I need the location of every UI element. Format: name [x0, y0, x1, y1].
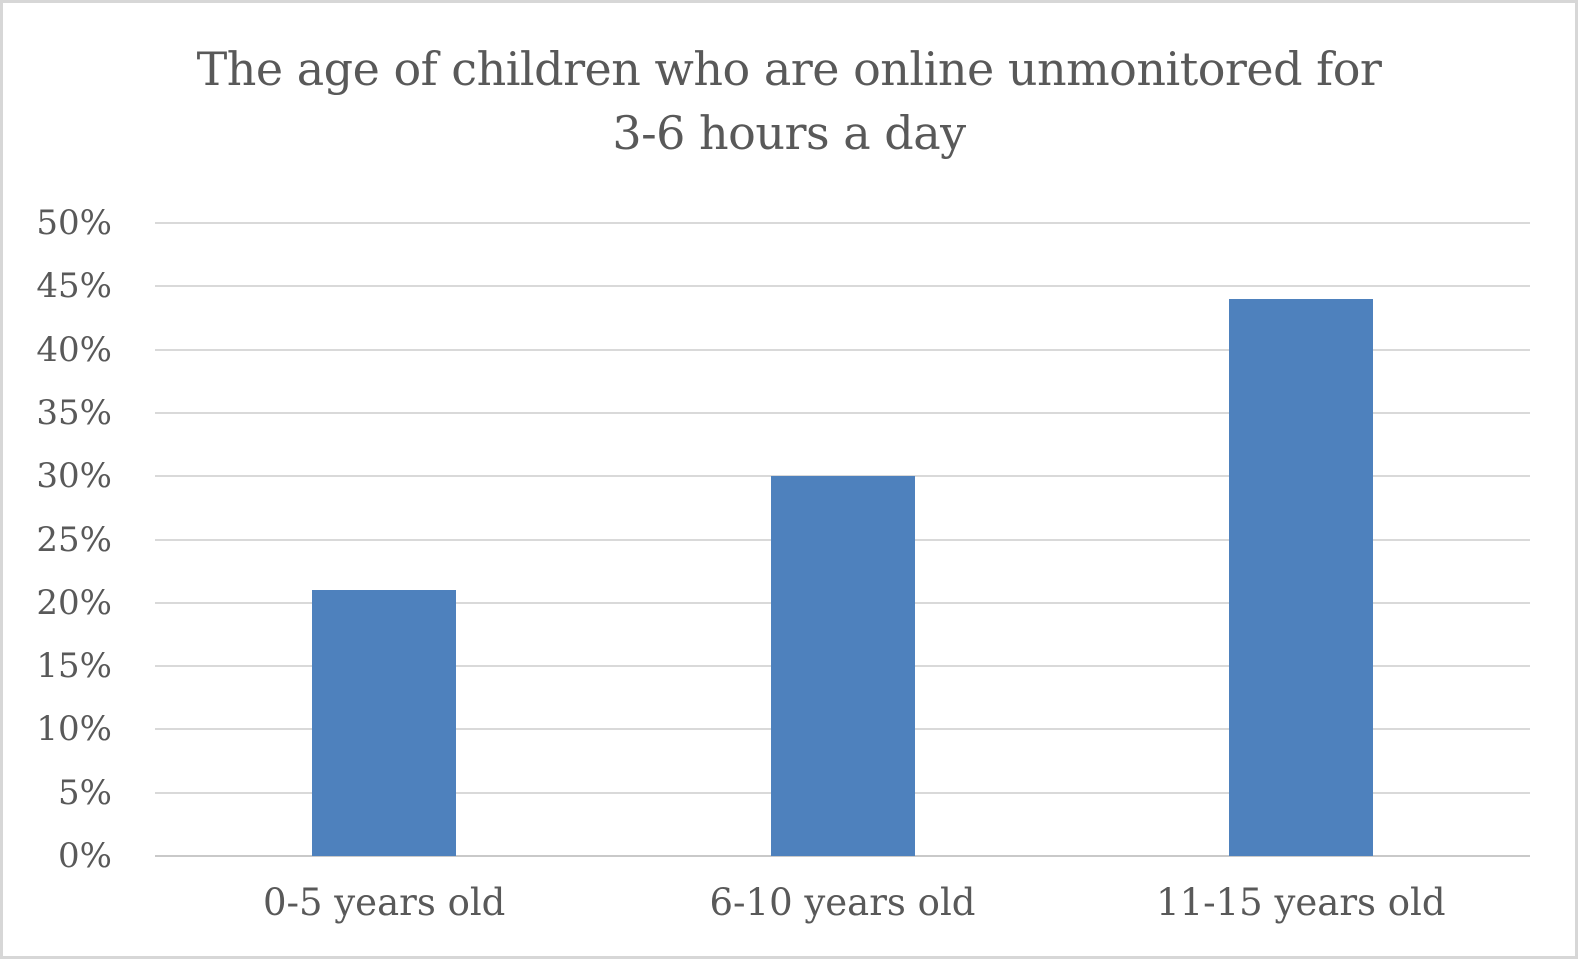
- gridline-40: [155, 348, 1530, 351]
- y-tick-label-45: 45%: [36, 266, 112, 307]
- x-tick-label-0-5-years-old: 0-5 years old: [262, 881, 506, 924]
- y-tick-label-10: 10%: [36, 709, 112, 750]
- y-tick-label-40: 40%: [36, 329, 112, 370]
- chart-title-line-2: 3-6 hours a day: [612, 106, 966, 160]
- y-tick-label-25: 25%: [36, 519, 112, 560]
- y-tick-label-20: 20%: [36, 582, 112, 623]
- y-tick-label-30: 30%: [36, 456, 112, 497]
- x-tick-label-11-15-years-old: 11-15 years old: [1156, 881, 1446, 924]
- x-axis-line: [155, 855, 1530, 857]
- bar-6-10-years-old: [770, 476, 915, 856]
- gridline-45: [155, 285, 1530, 288]
- plot-area: [155, 222, 1530, 857]
- chart-title-line-1: The age of children who are online unmon…: [196, 42, 1382, 96]
- gridline-50: [155, 222, 1530, 224]
- gridline-30: [155, 475, 1530, 478]
- bar-11-15-years-old: [1228, 298, 1373, 856]
- y-tick-label-15: 15%: [36, 646, 112, 687]
- y-tick-label-50: 50%: [36, 203, 112, 243]
- bar-0-5-years-old: [312, 590, 457, 856]
- x-tick-label-6-10-years-old: 6-10 years old: [709, 881, 976, 924]
- gridline-35: [155, 411, 1530, 414]
- y-tick-label-0: 0%: [58, 836, 112, 876]
- chart-title: The age of children who are online unmon…: [3, 37, 1575, 165]
- y-tick-label-35: 35%: [36, 392, 112, 433]
- y-tick-label-5: 5%: [58, 772, 112, 813]
